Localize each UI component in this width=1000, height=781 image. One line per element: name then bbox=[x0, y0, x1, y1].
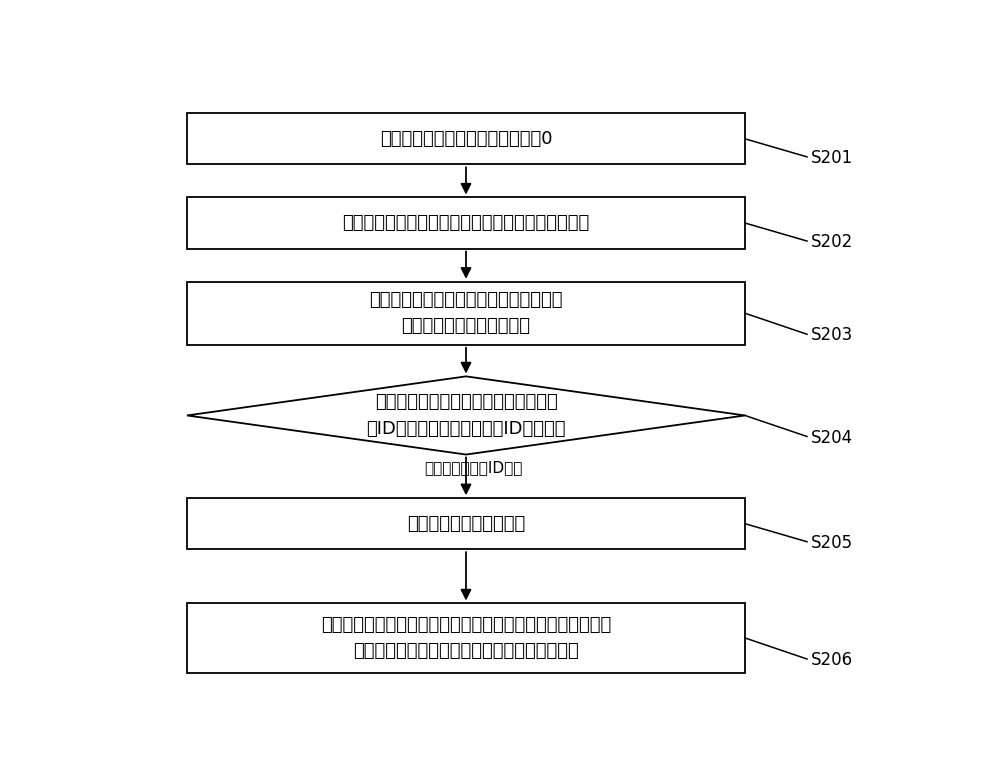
Text: 将中心节点接收到的数据请求消息发送给
分布式系统中的非中心节点: 将中心节点接收到的数据请求消息发送给 分布式系统中的非中心节点 bbox=[369, 291, 563, 335]
Bar bbox=[187, 604, 745, 672]
Text: S202: S202 bbox=[811, 234, 853, 251]
Text: 比较非中心节点接收到的数据请求消息
的ID号与非中心节点自身的ID号的大小: 比较非中心节点接收到的数据请求消息 的ID号与非中心节点自身的ID号的大小 bbox=[366, 394, 566, 437]
Text: S205: S205 bbox=[811, 534, 853, 552]
Text: 如果中心节点接收到的确认消息达到预设阈值，则将数据请求
消息的数据同步到分布式系统的所有非中心节点: 如果中心节点接收到的确认消息达到预设阈值，则将数据请求 消息的数据同步到分布式系… bbox=[321, 615, 611, 660]
Text: 将非中心节点接收到的数据请求消息转发给中心节点: 将非中心节点接收到的数据请求消息转发给中心节点 bbox=[342, 214, 590, 232]
Bar bbox=[187, 113, 745, 164]
Bar bbox=[187, 498, 745, 549]
Text: 数据请求消息的ID号大: 数据请求消息的ID号大 bbox=[425, 461, 523, 476]
Bar bbox=[187, 198, 745, 248]
Text: S201: S201 bbox=[811, 149, 853, 167]
Text: S203: S203 bbox=[811, 326, 853, 344]
Text: 向中心节点返回确认消息: 向中心节点返回确认消息 bbox=[407, 515, 525, 533]
Bar bbox=[187, 282, 745, 344]
Text: S204: S204 bbox=[811, 429, 853, 447]
Polygon shape bbox=[187, 376, 745, 455]
Text: 启动计数器，计数器的初值设置为0: 启动计数器，计数器的初值设置为0 bbox=[380, 130, 552, 148]
Text: S206: S206 bbox=[811, 651, 853, 669]
